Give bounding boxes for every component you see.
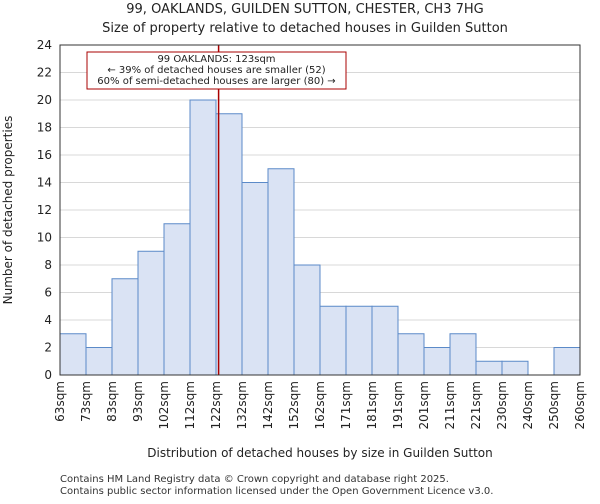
bar (397, 333, 425, 376)
x-tick-label: 142sqm (261, 381, 275, 429)
x-tick-label: 83sqm (105, 381, 119, 422)
x-tick-label: 93sqm (131, 381, 145, 422)
x-axis-ticks: 63sqm 73sqm 83sqm 93sqm 102sqm 112sqm 122sqm 13… (53, 381, 587, 429)
y-tick-label: 18 (37, 121, 52, 135)
plot-frame (59, 44, 581, 376)
x-tick-label: 240sqm (521, 381, 535, 429)
bar (267, 168, 295, 376)
bar (85, 347, 113, 376)
x-tick-label: 230sqm (495, 381, 509, 429)
annotation-frame (86, 51, 347, 90)
x-tick-label: 102sqm (157, 381, 171, 429)
bar (319, 305, 347, 376)
y-tick-label: 8 (44, 258, 52, 272)
bar (501, 360, 529, 376)
bar (475, 360, 503, 376)
annotation-box: 99 OAKLANDS: 123sqm ← 39% of detached ho… (86, 51, 347, 90)
x-tick-label: 162sqm (313, 381, 327, 429)
bar (189, 99, 217, 376)
bar (137, 250, 165, 376)
x-tick-label: 132sqm (235, 381, 249, 429)
x-axis-label: Distribution of detached houses by size … (147, 446, 492, 460)
x-tick-label: 112sqm (183, 381, 197, 429)
x-tick-label: 191sqm (391, 381, 405, 429)
bar (163, 223, 191, 376)
x-tick-label: 171sqm (339, 381, 353, 429)
x-tick-label: 221sqm (469, 381, 483, 429)
y-tick-label: 22 (37, 66, 52, 80)
y-tick-label: 14 (37, 176, 52, 190)
bar (423, 347, 451, 376)
x-tick-label: 122sqm (209, 381, 223, 429)
x-tick-label: 260sqm (573, 381, 587, 429)
x-tick-label: 73sqm (79, 381, 93, 422)
annotation-line-2: ← 39% of detached houses are smaller (52… (107, 65, 325, 76)
y-tick-label: 4 (44, 313, 52, 327)
footer-line-1: Contains HM Land Registry data © Crown c… (60, 474, 449, 485)
footer-line-2: Contains public sector information licen… (60, 486, 493, 497)
x-tick-label: 250sqm (547, 381, 561, 429)
x-tick-label: 181sqm (365, 381, 379, 429)
y-tick-label: 6 (44, 286, 52, 300)
y-tick-label: 20 (37, 93, 52, 107)
bar (111, 278, 139, 376)
annotation-line-3: 60% of semi-detached houses are larger (… (97, 76, 335, 87)
x-tick-label: 152sqm (287, 381, 301, 429)
x-tick-label: 201sqm (417, 381, 431, 429)
bar (293, 264, 321, 376)
y-axis-label: Number of detached properties (1, 116, 15, 305)
bar (449, 333, 477, 376)
x-tick-label: 63sqm (53, 381, 67, 422)
y-tick-label: 24 (37, 38, 52, 52)
y-tick-label: 10 (37, 231, 52, 245)
bar (215, 113, 243, 376)
y-tick-label: 2 (44, 341, 52, 355)
bar (553, 347, 581, 376)
y-tick-label: 16 (37, 148, 52, 162)
bar (345, 305, 373, 376)
chart-title: 99, OAKLANDS, GUILDEN SUTTON, CHESTER, C… (126, 2, 483, 17)
y-tick-label: 12 (37, 203, 52, 217)
chart-subtitle: Size of property relative to detached ho… (102, 21, 508, 36)
y-tick-label: 0 (44, 368, 52, 382)
bar (241, 182, 269, 376)
x-tick-label: 211sqm (443, 381, 457, 429)
bar (59, 333, 87, 376)
annotation-line-1: 99 OAKLANDS: 123sqm (157, 54, 275, 65)
bar (371, 305, 399, 376)
